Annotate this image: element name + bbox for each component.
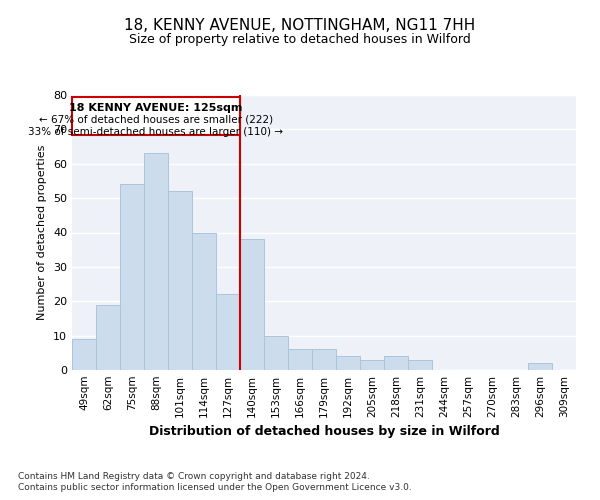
Bar xyxy=(72,339,96,370)
Text: Size of property relative to detached houses in Wilford: Size of property relative to detached ho… xyxy=(129,32,471,46)
Bar xyxy=(216,294,240,370)
Text: 18 KENNY AVENUE: 125sqm: 18 KENNY AVENUE: 125sqm xyxy=(70,103,242,113)
Bar xyxy=(120,184,144,370)
Bar xyxy=(408,360,432,370)
Text: ← 67% of detached houses are smaller (222): ← 67% of detached houses are smaller (22… xyxy=(39,114,273,124)
Bar xyxy=(528,363,552,370)
Text: Contains public sector information licensed under the Open Government Licence v3: Contains public sector information licen… xyxy=(18,483,412,492)
Bar xyxy=(384,356,408,370)
Bar xyxy=(192,232,216,370)
FancyBboxPatch shape xyxy=(72,96,240,134)
Bar xyxy=(312,350,336,370)
Bar xyxy=(360,360,384,370)
Bar xyxy=(144,154,168,370)
X-axis label: Distribution of detached houses by size in Wilford: Distribution of detached houses by size … xyxy=(149,426,499,438)
Bar xyxy=(240,240,264,370)
Text: 33% of semi-detached houses are larger (110) →: 33% of semi-detached houses are larger (… xyxy=(29,127,284,137)
Y-axis label: Number of detached properties: Number of detached properties xyxy=(37,145,47,320)
Bar xyxy=(96,304,120,370)
Bar xyxy=(168,191,192,370)
Text: Contains HM Land Registry data © Crown copyright and database right 2024.: Contains HM Land Registry data © Crown c… xyxy=(18,472,370,481)
Bar xyxy=(264,336,288,370)
Text: 18, KENNY AVENUE, NOTTINGHAM, NG11 7HH: 18, KENNY AVENUE, NOTTINGHAM, NG11 7HH xyxy=(124,18,476,32)
Bar xyxy=(288,350,312,370)
Bar xyxy=(336,356,360,370)
